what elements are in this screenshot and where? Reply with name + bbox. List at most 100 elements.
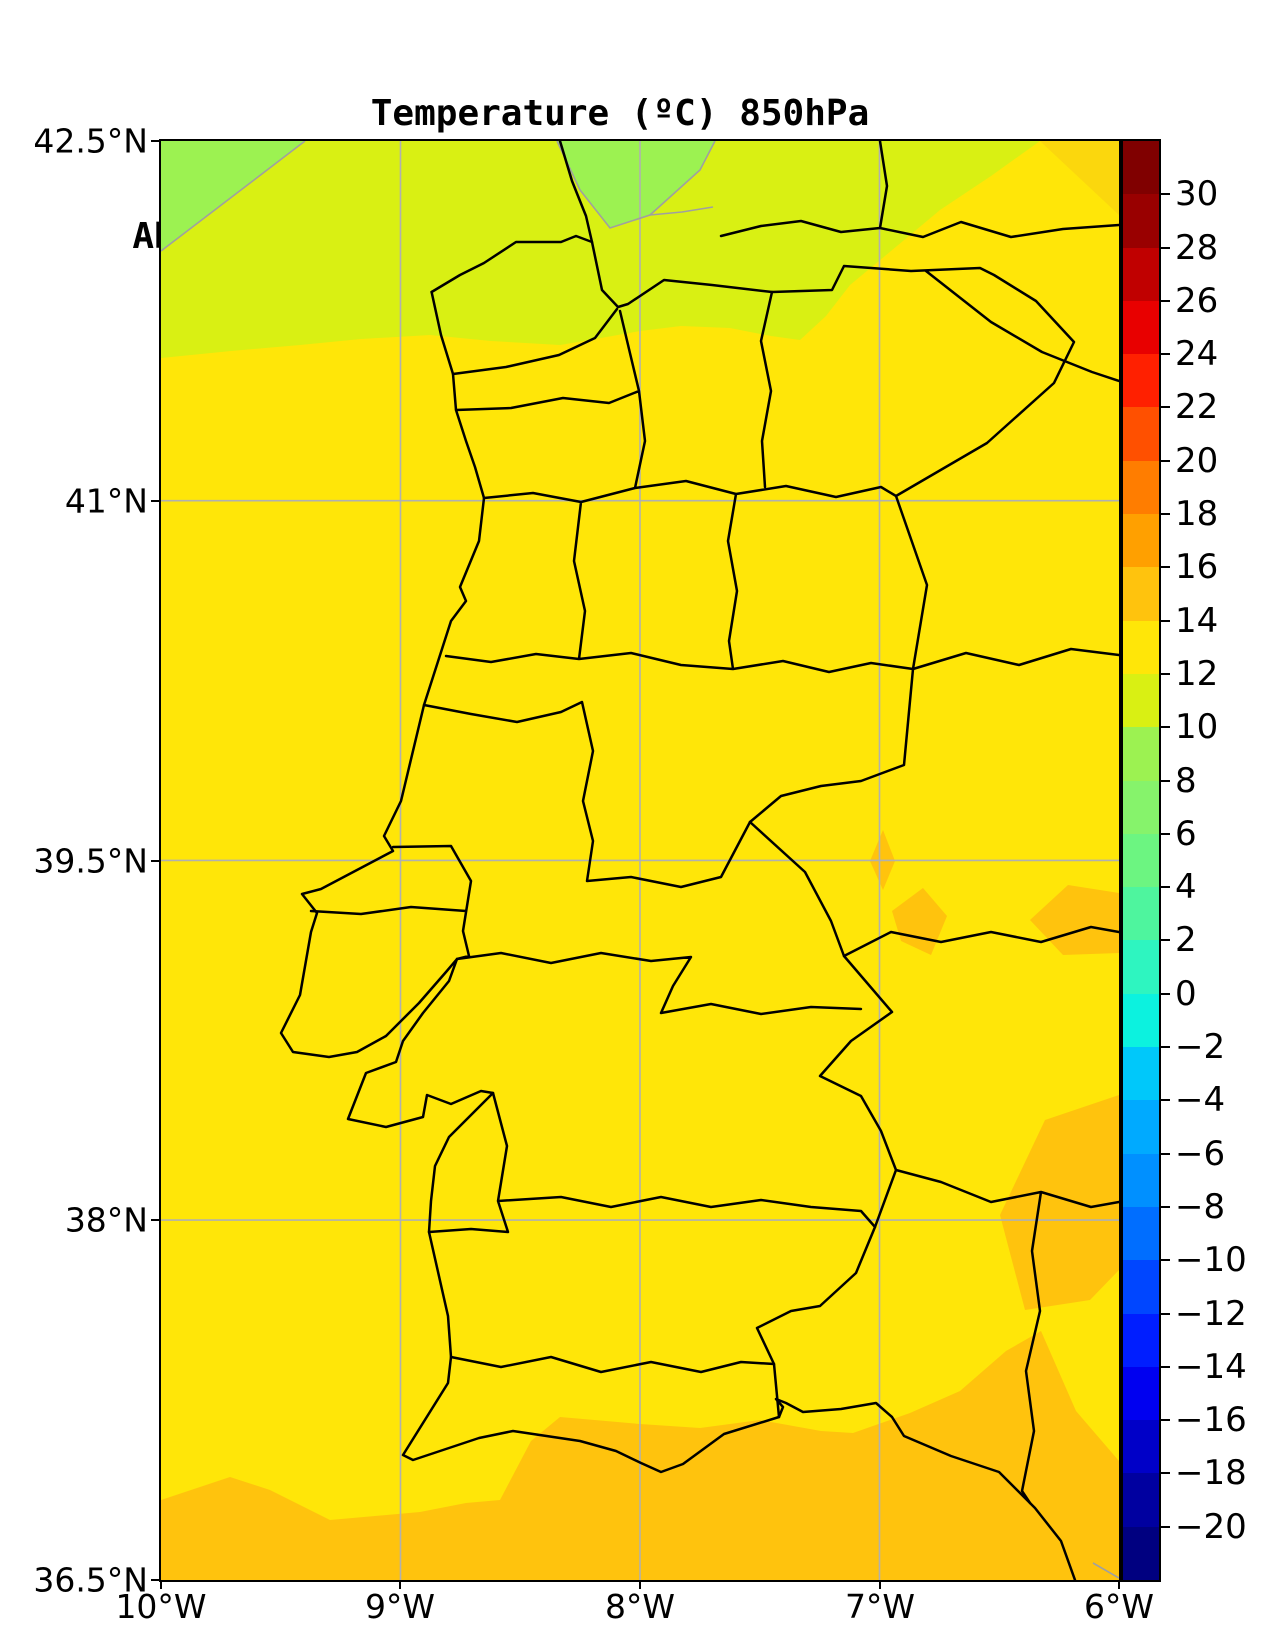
y-tick-mark [151,1579,159,1581]
colorbar-tick-mark [1161,1046,1170,1049]
y-axis-label-42-5n: 42.5°N [33,121,148,161]
colorbar-segment [1123,460,1159,515]
admin-boundaries [279,141,1119,1580]
coastline-gray [161,141,1119,1579]
colorbar-tick-label: −8 [1175,1186,1226,1227]
colorbar-tick-mark [1161,832,1170,835]
portugal-spain-border [430,234,1076,1419]
colorbar-tick-label: −10 [1175,1240,1247,1281]
spain-province-boundaries [558,141,1119,1505]
colorbar-segment [1123,567,1159,621]
x-axis-label-9w: 9°W [364,1587,436,1626]
coastline [279,290,1077,1580]
colorbar-tick-mark [1161,992,1170,995]
colorbar-tick-label: 14 [1175,600,1219,641]
x-tick-mark [639,1581,641,1589]
colorbar-tick-mark [1161,1525,1170,1528]
region-amber-patch-2 [892,888,947,955]
colorbar-tick-mark [1161,939,1170,942]
x-axis-label-8w: 8°W [604,1587,676,1626]
colorbar-segment [1123,194,1159,248]
district-boundaries [309,290,915,1374]
colorbar-segment [1123,780,1159,834]
colorbar-segment [1123,833,1159,888]
colorbar-segment [1123,354,1159,408]
colorbar-segment [1123,993,1159,1048]
colorbar [1121,139,1161,1582]
colorbar-tick-label: −16 [1175,1400,1247,1441]
colorbar-segment [1123,1473,1159,1527]
y-axis-label-39-5n: 39.5°N [33,841,148,881]
colorbar-tick-label: 18 [1175,494,1219,535]
region-green-patch-8-10 [557,141,715,228]
colorbar-segment [1123,247,1159,301]
gray-coast-north-patch [556,141,716,229]
colorbar-tick-mark [1161,1152,1170,1155]
colorbar-tick-label: −20 [1175,1506,1247,1547]
colorbar-tick-mark [1161,1472,1170,1475]
colorbar-tick-mark [1161,1365,1170,1368]
colorbar-segment [1123,300,1159,355]
colorbar-segment [1123,1047,1159,1101]
colorbar-tick-mark [1161,886,1170,889]
colorbar-tick-mark [1161,619,1170,622]
graticule [161,141,1119,1580]
colorbar-tick-mark [1161,513,1170,516]
colorbar-tick-label: −14 [1175,1346,1247,1387]
region-amber-east [1000,1095,1119,1310]
y-axis-label-38n: 38°N [64,1200,148,1240]
gray-coast-north-ext [649,206,714,216]
colorbar-segment [1123,727,1159,781]
y-tick-mark [151,860,159,862]
x-tick-mark [160,1581,162,1589]
y-tick-mark [151,500,159,502]
colorbar-segment [1123,1206,1159,1261]
colorbar-tick-mark [1161,779,1170,782]
colorbar-tick-label: 16 [1175,547,1219,588]
x-axis-label-10w: 10°W [115,1587,207,1626]
colorbar-tick-mark [1161,1419,1170,1422]
x-axis-label-7w: 7°W [844,1587,916,1626]
colorbar-segment [1123,1153,1159,1207]
colorbar-tick-mark [1161,726,1170,729]
colorbar-tick-mark [1161,1312,1170,1315]
colorbar-segment [1123,1313,1159,1367]
colorbar-segment [1123,887,1159,941]
colorbar-segment [1123,141,1159,195]
colorbar-tick-label: −18 [1175,1453,1247,1494]
x-tick-mark [879,1581,881,1589]
colorbar-tick-label: 10 [1175,707,1219,748]
colorbar-segment [1123,940,1159,994]
colorbar-segment [1123,1260,1159,1314]
x-tick-mark [399,1581,401,1589]
colorbar-tick-label: −4 [1175,1080,1226,1121]
region-gold-topright [1040,141,1119,215]
colorbar-tick-mark [1161,1259,1170,1262]
colorbar-tick-label: 4 [1175,867,1197,908]
colorbar-tick-label: −2 [1175,1027,1226,1068]
y-axis-label-41n: 41°N [64,481,148,521]
colorbar-tick-label: 8 [1175,760,1197,801]
colorbar-tick-mark [1161,672,1170,675]
gray-coast-cadiz [1092,1562,1119,1579]
x-axis-label-6w: 6°W [1083,1587,1155,1626]
gray-coast-nw [161,141,306,252]
colorbar-segment [1123,673,1159,728]
colorbar-segment [1123,514,1159,568]
region-band-10-12 [161,141,1040,358]
colorbar-tick-mark [1161,1205,1170,1208]
colorbar-segment [1123,1420,1159,1474]
colorbar-tick-mark [1161,1099,1170,1102]
colorbar-segments [1123,141,1159,1581]
map-plot [159,139,1121,1582]
colorbar-segment [1123,407,1159,461]
colorbar-segment [1123,620,1159,674]
colorbar-tick-label: −6 [1175,1133,1226,1174]
colorbar-tick-label: −12 [1175,1293,1247,1334]
colorbar-tick-label: 0 [1175,973,1197,1014]
colorbar-tick-label: 6 [1175,813,1197,854]
colorbar-tick-label: 12 [1175,653,1219,694]
y-tick-mark [151,140,159,142]
colorbar-segment [1123,1366,1159,1421]
